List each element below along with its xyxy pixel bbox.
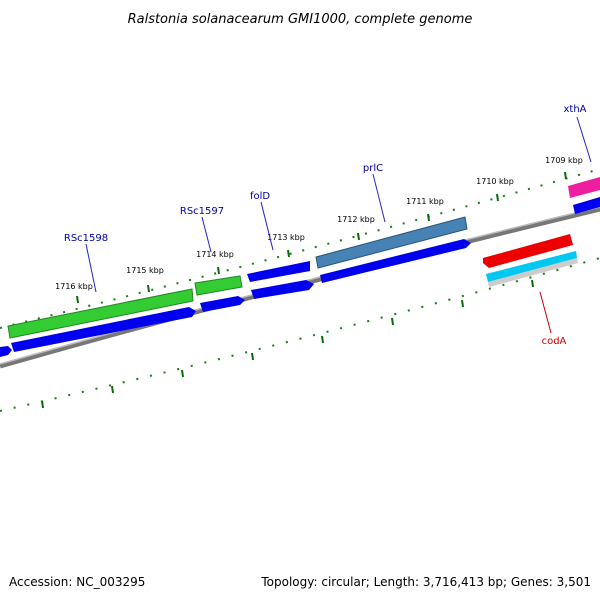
cds-arrow [320, 239, 471, 283]
cds-arrow [247, 261, 310, 282]
gene-label-rsc1598: RSc1598 [64, 233, 108, 244]
cds-arrow [251, 280, 314, 299]
cds-arrow [0, 346, 12, 357]
gene-label-coda: codA [542, 336, 567, 347]
tick-label-1713: 1713 kbp [267, 233, 305, 242]
prlc-leader [372, 173, 386, 223]
coda-subfeature [486, 251, 577, 282]
rsc1598-feature [7, 288, 194, 339]
gene-label-rsc1597: RSc1597 [180, 206, 224, 217]
tick-label-1715: 1715 kbp [126, 266, 164, 275]
accession-label: Accession: NC_003295 [9, 575, 146, 589]
tick-label-1712: 1712 kbp [337, 215, 375, 224]
prlc-feature [315, 216, 468, 269]
gene-label-xtha: xthA [563, 104, 586, 115]
green-features [7, 275, 243, 339]
xtha-leader [576, 116, 592, 163]
tick-label-1714: 1714 kbp [196, 250, 234, 259]
cds-arrow [200, 296, 245, 312]
cds-arrow [11, 307, 196, 352]
xtha-feature [568, 177, 600, 198]
coda-features [483, 234, 578, 287]
rsc1597-leader [201, 216, 212, 253]
gene-label-fold: folD [250, 191, 270, 202]
coda-feature [483, 234, 573, 268]
tick-label-1709: 1709 kbp [545, 156, 583, 165]
coda-subfeature-shadow [488, 258, 578, 287]
fold-leader [260, 201, 274, 251]
cds-arrow [573, 197, 600, 214]
tick-label-1716: 1716 kbp [55, 282, 93, 291]
genome-summary-label: Topology: circular; Length: 3,716,413 bp… [261, 575, 591, 589]
outer-major-ticks [76, 171, 567, 304]
tick-label-1711: 1711 kbp [406, 197, 444, 206]
rsc1597-feature [194, 275, 243, 296]
blue-cds-track [0, 197, 600, 357]
rsc1598-leader [85, 243, 97, 293]
gene-label-prlc: prlC [363, 163, 383, 174]
inner-major-ticks [41, 279, 534, 409]
outer-dotted-ring [0, 168, 600, 329]
tick-label-1710: 1710 kbp [476, 177, 514, 186]
inner-dotted-ring [0, 257, 600, 412]
coda-leader [539, 291, 552, 334]
map-title: Ralstonia solanacearum GMI1000, complete… [128, 12, 473, 27]
